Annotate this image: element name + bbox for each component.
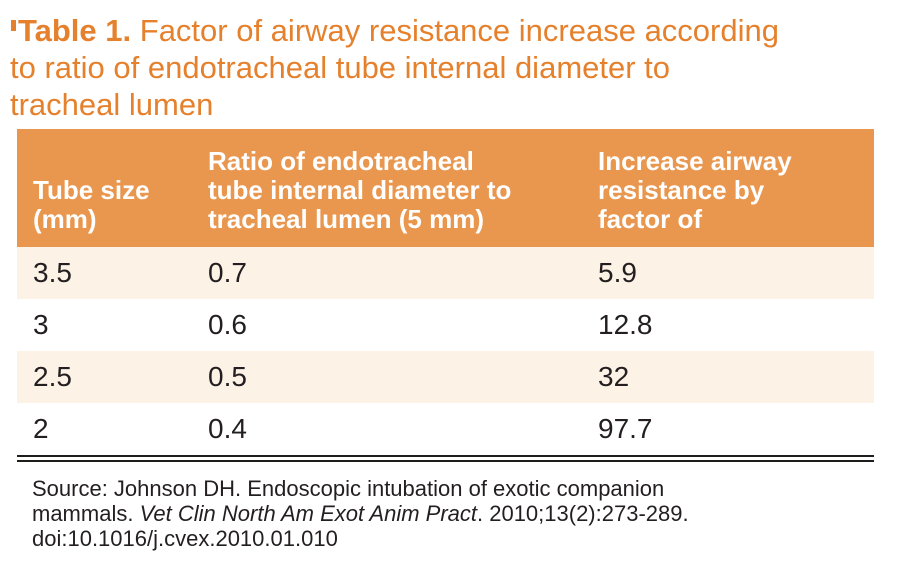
header-ratio: Ratio of endotracheal tube internal diam… — [192, 129, 582, 247]
cell-resistance-factor: 32 — [598, 361, 630, 392]
table-row: 3.5 0.7 5.9 — [17, 247, 874, 299]
cell-resistance-factor: 12.8 — [598, 309, 653, 340]
cell-resistance-factor: 97.7 — [598, 413, 653, 444]
table-title: Table 1. Factor of airway resistance inc… — [10, 12, 882, 123]
airway-resistance-table: Tube size (mm) Ratio of endotracheal tub… — [17, 129, 874, 455]
header-increase-resistance: Increase airway resistance by factor of — [582, 129, 874, 247]
cell-tube-size: 2.5 — [33, 361, 72, 392]
header-tube-size: Tube size (mm) — [17, 129, 192, 247]
cell-ratio: 0.6 — [208, 309, 247, 340]
header-row: Tube size (mm) Ratio of endotracheal tub… — [17, 129, 874, 247]
table-title-text: Factor of airway resistance increase acc… — [10, 13, 779, 122]
cell-ratio: 0.7 — [208, 257, 247, 288]
cell-tube-size: 3 — [33, 309, 49, 340]
source-journal-italic: Vet Clin North Am Exot Anim Pract — [139, 501, 477, 526]
page: Table 1. Factor of airway resistance inc… — [0, 12, 898, 551]
table-row: 2 0.4 97.7 — [17, 403, 874, 455]
table-row: 2.5 0.5 32 — [17, 351, 874, 403]
source-citation: Source: Johnson DH. Endoscopic intubatio… — [32, 476, 898, 551]
source-suffix: . 2010;13(2):273-289. doi:10.1016/j.cvex… — [32, 501, 689, 551]
source-text: Source: Johnson DH. Endoscopic intubatio… — [32, 476, 665, 526]
cell-tube-size: 3.5 — [33, 257, 72, 288]
table-row: 3 0.6 12.8 — [17, 299, 874, 351]
cell-ratio: 0.5 — [208, 361, 247, 392]
corner-mark — [11, 20, 16, 31]
cell-ratio: 0.4 — [208, 413, 247, 444]
cell-tube-size: 2 — [33, 413, 49, 444]
cell-resistance-factor: 5.9 — [598, 257, 637, 288]
double-rule — [17, 455, 874, 462]
table-title-label: Table 1. — [18, 13, 132, 48]
